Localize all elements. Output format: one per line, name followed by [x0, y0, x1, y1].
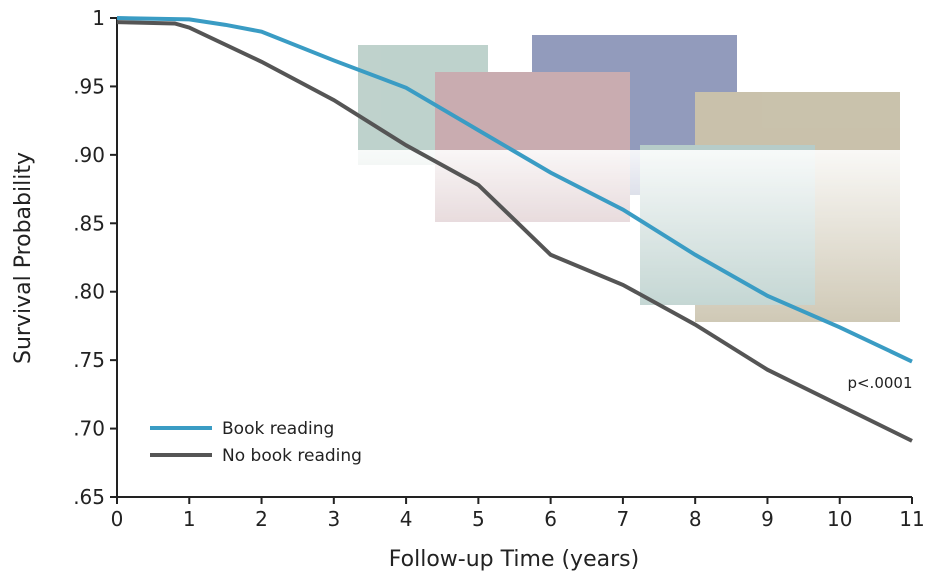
legend-label: Book reading	[222, 419, 334, 439]
x-tick-label: 5	[472, 507, 485, 531]
annotation: p<.0001	[847, 374, 912, 392]
y-tick-label: 1	[92, 6, 105, 30]
x-tick-label: 6	[544, 507, 557, 531]
y-tick-label: .85	[73, 211, 105, 235]
y-tick-label: .80	[73, 280, 105, 304]
y-tick-label: .95	[73, 74, 105, 98]
x-tick-label: 2	[255, 507, 268, 531]
legend-label: No book reading	[222, 446, 362, 466]
chart: Survival Probability Follow-up Time (yea…	[0, 0, 932, 580]
books-illustration	[340, 35, 920, 350]
y-tick-label: .75	[73, 348, 105, 372]
x-tick-label: 8	[689, 507, 702, 531]
y-tick-label: .65	[73, 485, 105, 509]
x-tick-label: 0	[111, 507, 124, 531]
x-tick-label: 1	[183, 507, 196, 531]
x-tick-label: 10	[827, 507, 852, 531]
x-tick-label: 9	[761, 507, 774, 531]
y-tick-label: .90	[73, 143, 105, 167]
x-tick-label: 7	[617, 507, 630, 531]
y-tick-label: .70	[73, 417, 105, 441]
x-tick-label: 4	[400, 507, 413, 531]
x-tick-label: 11	[899, 507, 924, 531]
y-axis-title: Survival Probability	[11, 152, 36, 364]
page: {"chart_data": {"type": "line", "x_label…	[0, 0, 932, 580]
x-axis-title: Follow-up Time (years)	[389, 547, 639, 572]
x-tick-label: 3	[327, 507, 340, 531]
